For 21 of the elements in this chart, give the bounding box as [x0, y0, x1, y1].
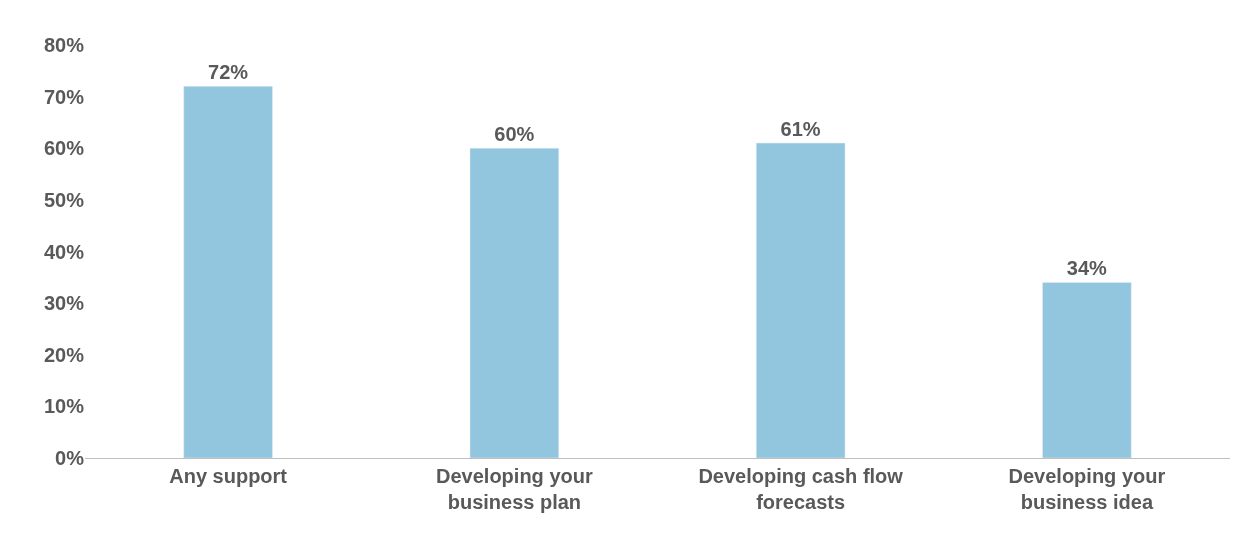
y-tick-label: 20%: [43, 343, 85, 366]
x-tick-label: Developing your business plan: [436, 465, 593, 513]
bar: [756, 142, 846, 458]
x-tick-label: Developing cash flow forecasts: [698, 465, 904, 513]
x-tick-label: Developing your business idea: [1008, 465, 1166, 513]
bar: [469, 148, 559, 458]
bar: [1042, 282, 1132, 458]
y-tick-label: 50%: [43, 188, 85, 211]
bar: [183, 86, 273, 458]
y-tick-label: 0%: [55, 447, 85, 469]
y-tick-label: 80%: [43, 34, 85, 56]
y-tick-label: 40%: [43, 240, 85, 263]
x-tick-label: Any support: [169, 465, 288, 487]
y-tick-label: 60%: [43, 137, 85, 160]
y-tick-label: 30%: [43, 292, 85, 315]
y-tick-label: 10%: [43, 395, 85, 418]
y-tick-label: 70%: [43, 85, 85, 108]
data-label: 72%: [208, 61, 249, 84]
data-label: 60%: [494, 123, 535, 146]
data-label: 61%: [780, 118, 821, 141]
data-label: 34%: [1066, 257, 1107, 280]
